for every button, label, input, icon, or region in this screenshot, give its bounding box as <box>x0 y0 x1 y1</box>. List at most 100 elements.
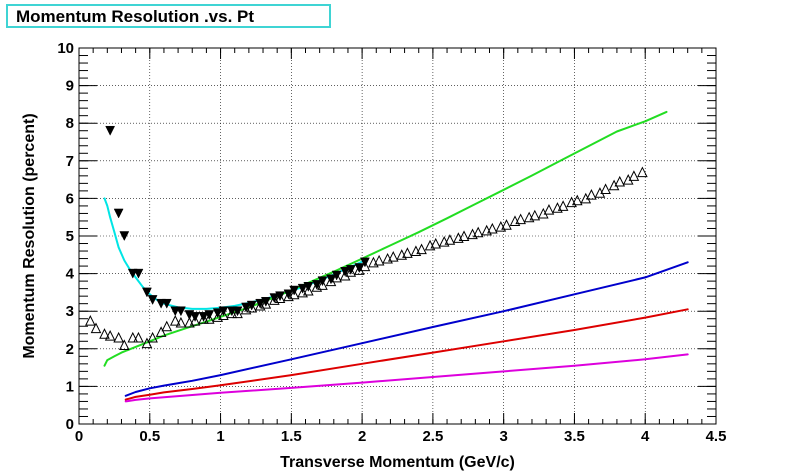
data-point-open-triangle <box>487 222 498 234</box>
data-point-filled-triangle <box>232 306 243 317</box>
data-point-open-triangle <box>104 330 116 341</box>
data-point-filled-triangle <box>260 297 271 307</box>
data-point-open-triangle <box>147 331 158 343</box>
y-tick-label: 8 <box>66 115 74 132</box>
data-point-open-triangle <box>467 228 478 240</box>
y-tick-label: 2 <box>66 341 74 358</box>
data-point-open-triangle <box>169 314 181 326</box>
data-point-open-triangle <box>523 211 535 223</box>
y-tick-label: 5 <box>66 228 74 245</box>
data-point-open-triangle <box>359 260 371 272</box>
data-point-filled-triangle <box>269 293 280 304</box>
data-point-open-triangle <box>557 200 569 211</box>
data-point-open-triangle <box>288 288 300 300</box>
y-tick-label: 7 <box>66 153 74 170</box>
data-point-open-triangle <box>387 251 399 262</box>
axis-ticks: 0 0.5 1 1.5 2 2.5 3 3.5 4 4.5 0 1 2 3 4 5 6 7 8 9 10 <box>57 40 726 445</box>
y-tick-label: 6 <box>66 190 74 207</box>
x-tick-label: 4.5 <box>706 428 727 445</box>
y-axis-title: Momentum Resolution (percent) <box>21 113 38 358</box>
data-point-open-triangle <box>85 314 96 326</box>
data-point-open-triangle <box>353 264 365 275</box>
data-point-open-triangle <box>246 301 258 313</box>
data-point-open-triangle <box>303 284 314 296</box>
data-point-open-triangle <box>552 202 563 213</box>
data-point-open-triangle <box>537 207 549 219</box>
data-point-open-triangle <box>373 254 385 266</box>
x-tick-label: 3 <box>499 428 507 445</box>
data-point-open-triangle <box>331 271 342 283</box>
data-point-open-triangle <box>501 219 512 230</box>
series-line-4 <box>124 353 689 403</box>
x-tick-label: 4 <box>641 428 650 445</box>
data-point-open-triangle <box>218 309 229 320</box>
data-point-open-triangle <box>529 209 541 221</box>
data-point-open-triangle <box>226 307 238 319</box>
data-point-filled-triangle <box>241 302 251 313</box>
data-point-filled-triangle <box>176 306 186 317</box>
data-point-filled-triangle <box>147 295 158 305</box>
data-point-open-triangle <box>133 331 144 343</box>
x-tick-label: 3.5 <box>564 428 585 445</box>
x-axis-title: Transverse Momentum (GeV/c) <box>280 454 515 471</box>
data-point-open-triangle <box>509 215 521 226</box>
data-point-open-triangle <box>628 170 640 181</box>
data-point-filled-triangle <box>119 231 130 242</box>
data-point-open-triangle <box>339 269 351 281</box>
data-point-open-triangle <box>608 179 620 191</box>
data-point-open-triangle <box>481 224 492 236</box>
data-point-open-triangle <box>637 166 648 178</box>
data-point-filled-triangle <box>105 125 116 136</box>
data-point-open-triangle <box>141 337 153 349</box>
data-point-open-triangle <box>368 256 379 268</box>
x-tick-label: 2 <box>358 428 366 445</box>
data-point-open-triangle <box>198 313 209 324</box>
y-tick-label: 9 <box>66 78 74 95</box>
chart-title-box: Momentum Resolution .vs. Pt <box>6 4 331 28</box>
x-tick-label: 0 <box>75 428 83 445</box>
y-tick-label: 0 <box>66 416 74 433</box>
data-point-open-triangle <box>203 313 215 324</box>
data-point-open-triangle <box>495 220 507 232</box>
data-point-filled-triangle <box>198 312 209 322</box>
data-point-filled-triangle <box>345 265 356 275</box>
data-point-filled-triangle <box>133 268 144 279</box>
data-point-open-triangle <box>622 173 634 185</box>
data-point-open-triangle <box>424 239 436 251</box>
x-tick-label: 0.5 <box>139 428 160 445</box>
data-point-open-triangle <box>155 326 167 337</box>
data-point-open-triangle <box>444 234 456 245</box>
data-point-open-triangle <box>113 331 124 343</box>
x-tick-label: 1.5 <box>281 428 302 445</box>
data-point-filled-triangle <box>311 280 322 290</box>
data-point-open-triangle <box>594 187 606 198</box>
data-point-filled-triangle <box>331 270 342 281</box>
series-line-2 <box>124 261 689 397</box>
data-point-open-triangle <box>416 243 427 255</box>
data-point-filled-triangle <box>275 291 285 302</box>
data-point-open-triangle <box>410 245 422 257</box>
data-point-filled-triangle <box>255 298 266 309</box>
data-point-open-triangle <box>472 226 484 238</box>
data-point-filled-triangle <box>161 298 172 309</box>
data-point-open-triangle <box>232 307 243 319</box>
data-point-open-triangle <box>515 213 526 225</box>
y-tick-label: 4 <box>66 266 75 283</box>
series-layer <box>85 110 689 403</box>
y-tick-label: 3 <box>66 303 74 320</box>
data-point-filled-triangle <box>113 208 124 219</box>
data-point-open-triangle <box>118 339 130 351</box>
data-point-open-triangle <box>260 298 272 309</box>
data-point-open-triangle <box>566 196 577 208</box>
data-point-filled-triangle <box>246 300 257 311</box>
data-point-open-triangle <box>402 247 413 258</box>
data-point-open-triangle <box>614 175 626 187</box>
data-point-open-triangle <box>600 183 611 194</box>
series-line-0 <box>103 197 364 310</box>
x-tick-label: 1 <box>216 428 224 445</box>
data-point-open-triangle <box>430 237 442 249</box>
series-line-3 <box>124 308 689 401</box>
data-point-open-triangle <box>127 331 139 343</box>
data-point-open-triangle <box>571 194 583 206</box>
